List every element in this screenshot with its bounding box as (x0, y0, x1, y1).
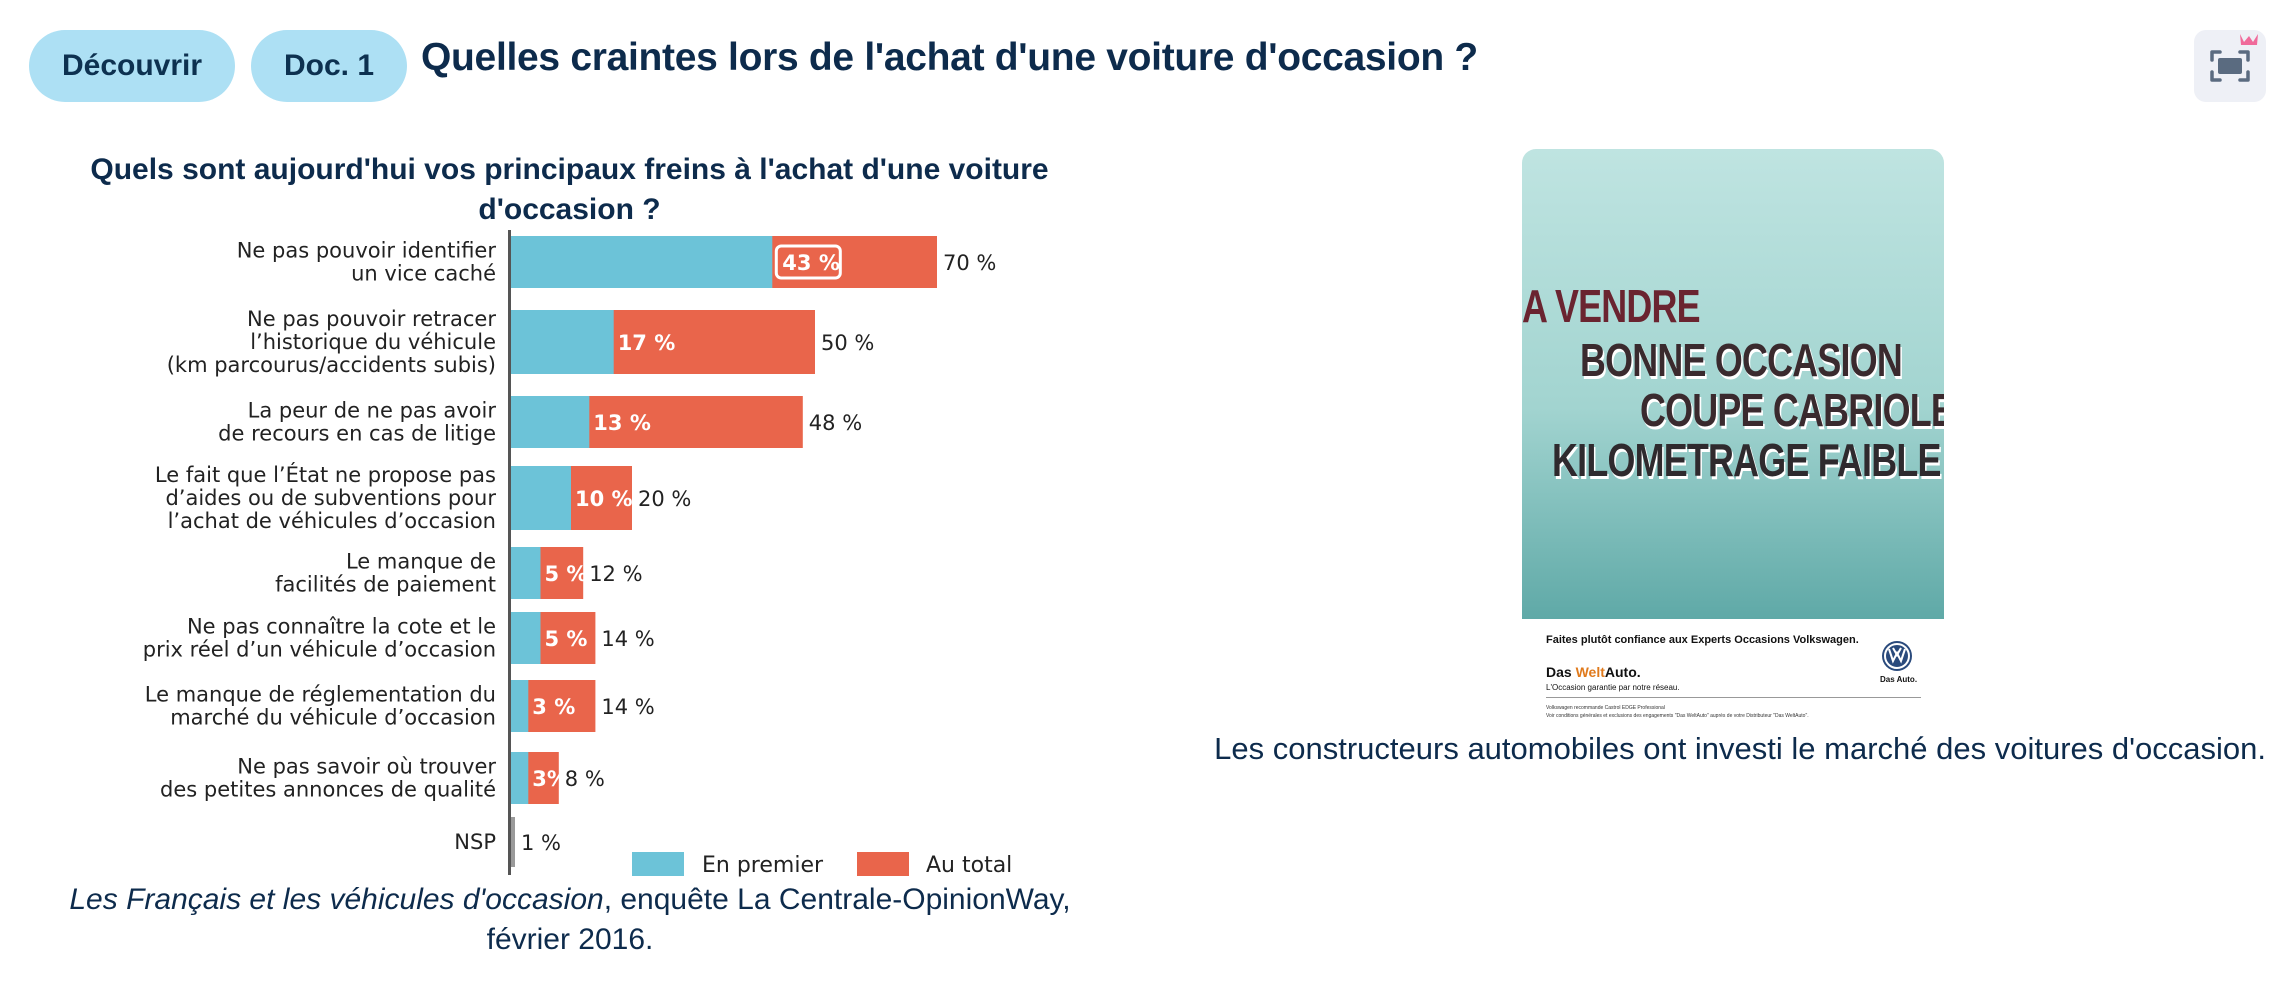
bar-first-label: 13 % (593, 411, 651, 435)
fullscreen-icon (2210, 34, 2258, 82)
crown-icon (2240, 34, 2258, 45)
bar-first (510, 547, 541, 599)
category-label: facilités de paiement (275, 573, 496, 597)
bar-first (510, 396, 590, 448)
ad-footer: Faites plutôt confiance aux Experts Occa… (1522, 619, 1944, 725)
category-label: Ne pas connaître la cote et le (187, 615, 496, 639)
category-label: l’achat de véhicules d’occasion (168, 509, 496, 533)
category-label: Ne pas pouvoir retracer (247, 307, 496, 331)
ad-brand-a: Das (1546, 664, 1576, 680)
bar-first (510, 612, 541, 664)
bar-nsp (510, 817, 515, 867)
bar-first-label: 3% (532, 767, 568, 791)
chart-source: Les Français et les véhicules d'occasion… (40, 880, 1100, 960)
highlight-box (774, 244, 842, 280)
category-label: d’aides ou de subventions pour (165, 486, 496, 510)
category-label: l’historique du véhicule (250, 330, 496, 354)
bar-total-label: 70 % (943, 251, 996, 275)
bar-first-label: 10 % (575, 487, 633, 511)
bar-first (510, 680, 529, 732)
bar-total-label: 48 % (809, 411, 862, 435)
bar-total-label: 50 % (821, 331, 874, 355)
ad-line-2: BONNE OCCASION (1580, 334, 1903, 386)
legend-label-first: En premier (702, 853, 824, 878)
category-label: NSP (454, 830, 496, 854)
chart-title: Quels sont aujourd'hui vos principaux fr… (90, 153, 1049, 226)
bar-first-label: 17 % (618, 331, 676, 355)
ad-brand-c: Auto. (1604, 664, 1641, 680)
bar-first (510, 236, 773, 288)
vw-caption: Das Auto. (1880, 675, 1918, 684)
source-rest: , enquête La Centrale-OpinionWay, févrie… (486, 883, 1071, 956)
category-label: Le fait que l’État ne propose pas (155, 462, 496, 487)
bar-total-label: 8 % (565, 767, 605, 791)
bar-total-label: 14 % (601, 695, 654, 719)
category-label: prix réel d’un véhicule d’occasion (143, 638, 496, 662)
bar-first-label: 43 % (782, 251, 840, 275)
category-label: Le manque de réglementation du (145, 683, 496, 707)
ad-line-3: COUPE CABRIOLET (1640, 384, 1944, 436)
ad-line-4: KILOMETRAGE FAIBLE (1552, 434, 1941, 486)
ad-background: A VENDRE BONNE OCCASION COUPE CABRIOLET … (1522, 149, 1944, 619)
ad-line-1: A VENDRE (1522, 280, 1701, 332)
bar-total-label: 14 % (601, 627, 654, 651)
y-axis (508, 230, 511, 875)
ad-brand-b: Welt (1575, 664, 1605, 680)
category-label: (km parcourus/accidents subis) (167, 353, 496, 377)
category-label: un vice caché (351, 262, 496, 286)
legend-label-total: Au total (926, 853, 1012, 878)
category-label: Le manque de (346, 550, 496, 574)
ad-brand: Das WeltAuto. (1546, 664, 1641, 680)
legend-swatch-first (632, 852, 684, 876)
fullscreen-button[interactable] (2194, 30, 2266, 102)
category-label: La peur de ne pas avoir (248, 399, 497, 423)
bar-total-label: 12 % (589, 562, 642, 586)
ad-brand-sub: L'Occasion garantie par notre réseau. (1546, 683, 1680, 692)
bar-first (510, 752, 529, 804)
discover-tab[interactable]: Découvrir (29, 30, 235, 102)
bar-first-label: 3 % (532, 695, 575, 719)
category-label: Ne pas savoir où trouver (237, 755, 496, 779)
bar-total-label: 20 % (638, 487, 691, 511)
bar-first (510, 310, 614, 374)
category-label: Ne pas pouvoir identifier (237, 239, 497, 263)
category-label: de recours en cas de litige (218, 422, 496, 446)
ad-fine-print-2: Voir conditions générales et exclusions … (1546, 713, 1809, 719)
category-label: des petites annonces de qualité (160, 778, 496, 802)
bar-first-label: 5 % (545, 562, 588, 586)
vw-logo-icon (1882, 641, 1912, 671)
advertisement-image: A VENDRE BONNE OCCASION COUPE CABRIOLET … (1522, 149, 1944, 725)
divider (1546, 697, 1921, 698)
ad-tagline: Faites plutôt confiance aux Experts Occa… (1546, 634, 1859, 646)
legend-swatch-total (857, 852, 909, 876)
category-label: marché du véhicule d’occasion (170, 706, 496, 730)
source-title: Les Français et les véhicules d'occasion (69, 883, 604, 916)
bar-first-label: 5 % (545, 627, 588, 651)
doc-tab[interactable]: Doc. 1 (251, 30, 407, 102)
ad-fine-print-1: Volkswagen recommande Castrol EDGE Profe… (1546, 705, 1665, 711)
image-caption: Les constructeurs automobiles ont invest… (1214, 731, 2266, 766)
page-title: Quelles craintes lors de l'achat d'une v… (421, 36, 1478, 79)
bar-total-label: 1 % (521, 831, 561, 855)
bar-first (510, 466, 571, 530)
